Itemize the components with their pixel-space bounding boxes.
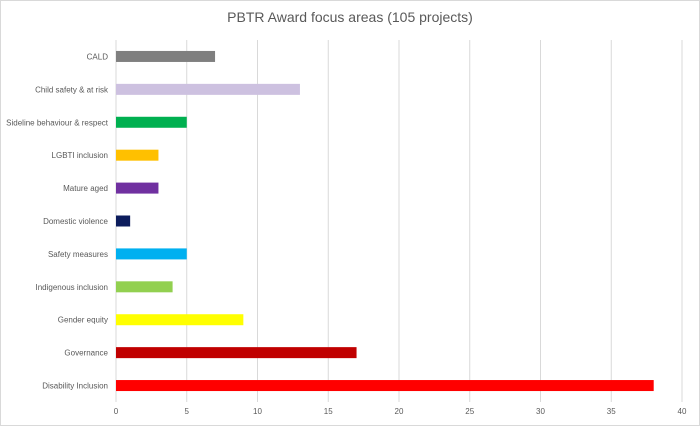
x-tick-label: 15 <box>324 407 333 416</box>
category-label: Safety measures <box>48 250 108 259</box>
category-label: Domestic violence <box>43 217 108 226</box>
bar <box>116 83 300 95</box>
x-tick-label: 5 <box>185 407 190 416</box>
x-tick-label: 10 <box>253 407 262 416</box>
category-label: CALD <box>87 52 109 61</box>
x-tick-label: 40 <box>678 407 687 416</box>
category-label: LGBTI inclusion <box>52 151 108 160</box>
category-label: Disability Inclusion <box>42 382 108 391</box>
x-tick-label: 0 <box>114 407 119 416</box>
x-tick-label: 20 <box>395 407 404 416</box>
bar <box>116 314 244 326</box>
chart-title: PBTR Award focus areas (105 projects) <box>227 9 473 25</box>
category-label: Sideline behaviour & respect <box>6 118 109 127</box>
category-label: Gender equity <box>58 316 108 325</box>
bar <box>116 50 216 62</box>
bar <box>116 182 159 194</box>
bar <box>116 281 173 293</box>
x-tick-label: 25 <box>465 407 474 416</box>
bar <box>116 248 187 260</box>
bar <box>116 380 654 392</box>
bar <box>116 215 131 227</box>
bar <box>116 116 187 128</box>
bar <box>116 149 159 161</box>
x-tick-labels: 0 5 10 15 20 25 30 35 40 <box>114 407 687 416</box>
category-label: Indigenous inclusion <box>36 283 109 292</box>
bars <box>116 50 654 392</box>
category-label: Governance <box>64 349 108 358</box>
category-label: Mature aged <box>63 184 108 193</box>
x-tick-label: 35 <box>607 407 616 416</box>
gridlines <box>115 40 683 402</box>
category-label: Child safety & at risk <box>35 85 109 94</box>
x-tick-label: 30 <box>536 407 545 416</box>
bar <box>116 347 357 359</box>
category-labels: CALD Child safety & at risk Sideline behav… <box>6 52 109 390</box>
